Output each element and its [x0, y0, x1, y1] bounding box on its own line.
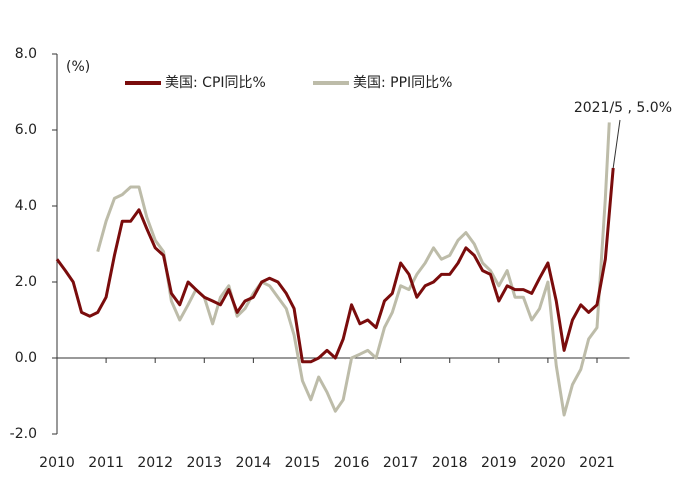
y-tick-label: 0.0 [15, 350, 37, 366]
x-tick-label: 2011 [88, 455, 124, 471]
x-tick-label: 2016 [334, 455, 370, 471]
x-tick-label: 2013 [186, 455, 222, 471]
x-tick-label: 2014 [236, 455, 272, 471]
y-axis-label: (%) [66, 59, 90, 75]
y-tick-label: 2.0 [15, 274, 37, 290]
series-line [55, 167, 615, 364]
y-tick-label: 4.0 [15, 198, 37, 214]
x-tick-label: 2015 [285, 455, 321, 471]
x-tick-label: 2010 [39, 455, 75, 471]
x-tick-label: 2021 [579, 455, 615, 471]
annotation: 2021/5 , 5.0% [574, 100, 672, 116]
x-tick-label: 2019 [481, 455, 517, 471]
y-tick-label: 8.0 [15, 46, 37, 62]
x-tick-label: 2017 [383, 455, 419, 471]
x-tick-label: 2012 [137, 455, 173, 471]
y-tick-label: -2.0 [10, 426, 37, 442]
legend-label: 美国: PPI同比% [353, 75, 452, 91]
annotation-pointer [612, 119, 621, 169]
legend-label: 美国: CPI同比% [165, 75, 266, 91]
series-line [96, 122, 611, 417]
x-tick-label: 2020 [530, 455, 566, 471]
x-tick-label: 2018 [432, 455, 468, 471]
y-tick-label: 6.0 [15, 122, 37, 138]
